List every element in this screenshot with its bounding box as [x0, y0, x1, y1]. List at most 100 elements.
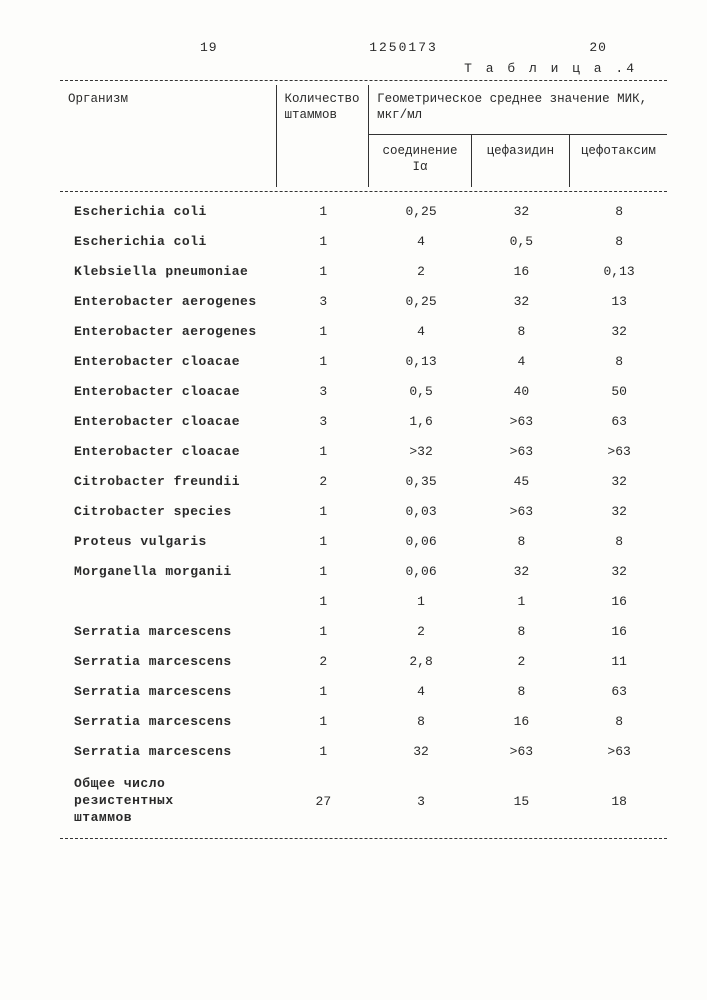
cell-v1: 0,25	[369, 196, 472, 226]
cell-v1: 1	[369, 586, 472, 616]
cell-organism: Enterobacter aerogenes	[60, 316, 276, 346]
cell-v2: >63	[472, 736, 570, 766]
cell-organism: Serratia marcescens	[60, 616, 276, 646]
col-strains: Количество штаммов	[276, 85, 369, 187]
table-row: Escherichia coli10,25328	[60, 196, 667, 226]
total-v3: 18	[569, 766, 667, 834]
cell-n: 1	[276, 676, 369, 706]
col-mic-group: Геометрическое среднее значение МИК, мкг…	[369, 85, 667, 134]
rule-head	[60, 191, 667, 192]
cell-n: 1	[276, 256, 369, 286]
table-caption: Т а б л и ц а .4	[60, 61, 667, 76]
table-row: Serratia marcescens22,8211	[60, 646, 667, 676]
cell-organism: Enterobacter cloacae	[60, 346, 276, 376]
cell-n: 1	[276, 526, 369, 556]
cell-v2: 8	[472, 676, 570, 706]
cell-v2: 0,5	[472, 226, 570, 256]
mic-table-body: Escherichia coli10,25328Escherichia coli…	[60, 196, 667, 834]
cell-v2: 1	[472, 586, 570, 616]
cell-v1: 4	[369, 316, 472, 346]
cell-n: 2	[276, 466, 369, 496]
cell-v1: 0,13	[369, 346, 472, 376]
cell-n: 1	[276, 346, 369, 376]
cell-v3: 63	[569, 406, 667, 436]
table-row: Enterobacter aerogenes14832	[60, 316, 667, 346]
table-row: Escherichia coli140,58	[60, 226, 667, 256]
total-n: 27	[276, 766, 369, 834]
cell-v2: 45	[472, 466, 570, 496]
table-row: Morganella morganii10,063232	[60, 556, 667, 586]
cell-v3: 8	[569, 196, 667, 226]
cell-v3: 32	[569, 316, 667, 346]
cell-n: 1	[276, 736, 369, 766]
table-row: Enterobacter cloacae30,54050	[60, 376, 667, 406]
col-organism: Организм	[60, 85, 276, 187]
cell-organism: Proteus vulgaris	[60, 526, 276, 556]
table-row: Serratia marcescens18168	[60, 706, 667, 736]
cell-organism: Escherichia coli	[60, 226, 276, 256]
cell-organism: Enterobacter cloacae	[60, 376, 276, 406]
table-row: 11116	[60, 586, 667, 616]
cell-organism: Citrobacter freundii	[60, 466, 276, 496]
cell-v1: 2,8	[369, 646, 472, 676]
rule-bottom	[60, 838, 667, 839]
table-row: Serratia marcescens12816	[60, 616, 667, 646]
cell-organism: Enterobacter aerogenes	[60, 286, 276, 316]
page-left: 19	[200, 40, 218, 55]
cell-v3: 63	[569, 676, 667, 706]
total-v2: 15	[472, 766, 570, 834]
cell-v3: 8	[569, 346, 667, 376]
cell-n: 3	[276, 376, 369, 406]
cell-organism: Escherichia coli	[60, 196, 276, 226]
table-row: Klebsiella pneumoniae12160,13	[60, 256, 667, 286]
cell-v1: 0,06	[369, 526, 472, 556]
cell-v2: >63	[472, 406, 570, 436]
mic-table: Организм Количество штаммов Геометрическ…	[60, 85, 667, 187]
col-cefotaxime: цефотаксим	[569, 134, 667, 187]
cell-v3: 32	[569, 466, 667, 496]
rule-top	[60, 80, 667, 81]
cell-v1: 1,6	[369, 406, 472, 436]
cell-v2: 4	[472, 346, 570, 376]
cell-v3: >63	[569, 436, 667, 466]
cell-v3: 8	[569, 226, 667, 256]
table-row: Enterobacter cloacae1>32>63>63	[60, 436, 667, 466]
cell-organism: Serratia marcescens	[60, 676, 276, 706]
cell-v1: 2	[369, 256, 472, 286]
cell-v2: 40	[472, 376, 570, 406]
total-label: Общее число резистентныхштаммов	[60, 766, 276, 834]
cell-v2: 32	[472, 286, 570, 316]
cell-organism: Citrobacter species	[60, 496, 276, 526]
cell-v1: >32	[369, 436, 472, 466]
cell-v2: >63	[472, 496, 570, 526]
cell-v3: 32	[569, 496, 667, 526]
cell-v2: 16	[472, 256, 570, 286]
cell-n: 2	[276, 646, 369, 676]
cell-v1: 0,03	[369, 496, 472, 526]
cell-v3: 16	[569, 586, 667, 616]
cell-organism: Serratia marcescens	[60, 646, 276, 676]
table-row: Proteus vulgaris10,0688	[60, 526, 667, 556]
doc-number: 1250173	[369, 40, 438, 55]
cell-organism: Enterobacter cloacae	[60, 436, 276, 466]
cell-organism: Morganella morganii	[60, 556, 276, 586]
cell-organism: Serratia marcescens	[60, 706, 276, 736]
cell-v3: 50	[569, 376, 667, 406]
cell-organism: Serratia marcescens	[60, 736, 276, 766]
table-row: Serratia marcescens132>63>63	[60, 736, 667, 766]
cell-v1: 4	[369, 676, 472, 706]
cell-v3: 13	[569, 286, 667, 316]
table-row: Citrobacter species10,03>6332	[60, 496, 667, 526]
cell-organism	[60, 586, 276, 616]
cell-v3: >63	[569, 736, 667, 766]
cell-n: 1	[276, 316, 369, 346]
cell-v3: 0,13	[569, 256, 667, 286]
cell-organism: Klebsiella pneumoniae	[60, 256, 276, 286]
cell-v2: 8	[472, 316, 570, 346]
table-row: Enterobacter cloacae31,6>6363	[60, 406, 667, 436]
cell-v2: 2	[472, 646, 570, 676]
cell-v3: 8	[569, 526, 667, 556]
cell-v2: >63	[472, 436, 570, 466]
total-v1: 3	[369, 766, 472, 834]
cell-v1: 0,25	[369, 286, 472, 316]
